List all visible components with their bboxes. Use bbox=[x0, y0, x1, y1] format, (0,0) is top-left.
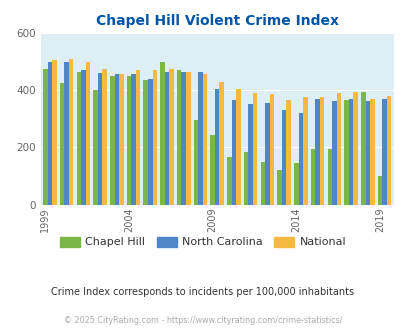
Bar bbox=[114, 75, 119, 205]
Bar bbox=[185, 72, 190, 205]
Bar bbox=[47, 62, 52, 205]
Bar bbox=[243, 152, 248, 205]
Bar bbox=[369, 99, 374, 205]
Bar bbox=[331, 101, 336, 205]
Bar bbox=[76, 72, 81, 205]
Bar bbox=[236, 89, 240, 205]
Bar bbox=[286, 100, 290, 205]
Bar bbox=[310, 149, 315, 205]
Title: Chapel Hill Violent Crime Index: Chapel Hill Violent Crime Index bbox=[96, 14, 338, 28]
Bar bbox=[298, 113, 303, 205]
Bar bbox=[102, 69, 107, 205]
Bar bbox=[377, 176, 382, 205]
Bar bbox=[152, 70, 157, 205]
Bar bbox=[303, 97, 307, 205]
Bar bbox=[164, 72, 169, 205]
Bar bbox=[319, 97, 324, 205]
Bar bbox=[336, 93, 340, 205]
Bar bbox=[277, 170, 281, 205]
Bar bbox=[252, 93, 257, 205]
Bar bbox=[231, 100, 236, 205]
Bar bbox=[68, 59, 73, 205]
Bar bbox=[210, 135, 214, 205]
Bar bbox=[98, 73, 102, 205]
Bar bbox=[360, 92, 365, 205]
Bar bbox=[93, 90, 98, 205]
Bar bbox=[202, 75, 207, 205]
Bar bbox=[193, 120, 198, 205]
Bar bbox=[293, 163, 298, 205]
Bar bbox=[135, 70, 140, 205]
Text: © 2025 CityRating.com - https://www.cityrating.com/crime-statistics/: © 2025 CityRating.com - https://www.city… bbox=[64, 315, 341, 325]
Bar bbox=[260, 162, 264, 205]
Bar bbox=[110, 76, 114, 205]
Bar bbox=[52, 60, 56, 205]
Bar bbox=[119, 75, 123, 205]
Bar bbox=[386, 96, 390, 205]
Bar bbox=[315, 99, 319, 205]
Bar bbox=[214, 89, 219, 205]
Bar bbox=[181, 72, 185, 205]
Bar bbox=[177, 70, 181, 205]
Bar bbox=[85, 62, 90, 205]
Bar bbox=[169, 69, 173, 205]
Bar bbox=[60, 83, 64, 205]
Bar bbox=[160, 62, 164, 205]
Bar bbox=[227, 157, 231, 205]
Bar bbox=[382, 99, 386, 205]
Text: Crime Index corresponds to incidents per 100,000 inhabitants: Crime Index corresponds to incidents per… bbox=[51, 287, 354, 297]
Bar bbox=[352, 92, 357, 205]
Bar bbox=[143, 80, 148, 205]
Bar bbox=[148, 79, 152, 205]
Bar bbox=[343, 100, 348, 205]
Legend: Chapel Hill, North Carolina, National: Chapel Hill, North Carolina, National bbox=[55, 232, 350, 252]
Bar bbox=[64, 62, 68, 205]
Bar bbox=[269, 94, 273, 205]
Bar bbox=[327, 149, 331, 205]
Bar bbox=[131, 75, 135, 205]
Bar bbox=[348, 99, 352, 205]
Bar bbox=[264, 103, 269, 205]
Bar bbox=[365, 101, 369, 205]
Bar bbox=[81, 70, 85, 205]
Bar bbox=[198, 72, 202, 205]
Bar bbox=[281, 110, 286, 205]
Bar bbox=[248, 105, 252, 205]
Bar bbox=[43, 69, 47, 205]
Bar bbox=[126, 76, 131, 205]
Bar bbox=[219, 82, 224, 205]
